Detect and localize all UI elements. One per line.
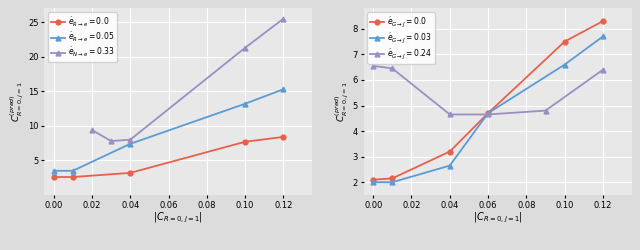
$\dot{e}_{G\rightarrow J}=0.0$ — [561, 40, 568, 43]
$\dot{e}_{R\rightarrow e}=0.0$ — [127, 172, 134, 174]
$\dot{e}_{G\rightarrow J}=0.03$ — [484, 112, 492, 115]
$\dot{e}_{R\rightarrow e}=0.05$ — [127, 142, 134, 145]
$\dot{e}_{G\rightarrow J}=0.03$ — [388, 181, 396, 184]
$\dot{e}_{N\rightarrow e}=0.33$ — [127, 138, 134, 141]
$\dot{e}_{N\rightarrow e}=0.33$ — [88, 128, 96, 132]
Legend: $\dot{e}_{G\rightarrow J}=0.0$, $\dot{e}_{G\rightarrow J}=0.03$, $\dot{e}_{G\rig: $\dot{e}_{G\rightarrow J}=0.0$, $\dot{e}… — [367, 12, 435, 64]
$\dot{e}_{R\rightarrow e}=0.05$ — [50, 169, 58, 172]
Y-axis label: $C_{R=0,j=1}^{(pred)}$: $C_{R=0,j=1}^{(pred)}$ — [8, 81, 25, 122]
$\dot{e}_{N\rightarrow e}=0.33$ — [108, 140, 115, 142]
$\dot{e}_{G\rightarrow J}=0.24$ — [599, 68, 607, 71]
$\dot{e}_{G\rightarrow J}=0.24$ — [446, 113, 454, 116]
$\dot{e}_{R\rightarrow e}=0.0$ — [241, 140, 249, 143]
Line: $\dot{e}_{R\rightarrow e}=0.0$: $\dot{e}_{R\rightarrow e}=0.0$ — [51, 134, 286, 180]
$\dot{e}_{G\rightarrow J}=0.24$ — [541, 109, 549, 112]
X-axis label: $|C_{R=0,j=1}|$: $|C_{R=0,j=1}|$ — [153, 211, 203, 225]
$\dot{e}_{G\rightarrow J}=0.0$ — [388, 177, 396, 180]
$\dot{e}_{G\rightarrow J}=0.24$ — [388, 67, 396, 70]
$\dot{e}_{G\rightarrow J}=0.0$ — [446, 150, 454, 153]
Line: $\dot{e}_{G\rightarrow J}=0.03$: $\dot{e}_{G\rightarrow J}=0.03$ — [371, 34, 605, 185]
$\dot{e}_{G\rightarrow J}=0.03$ — [446, 164, 454, 167]
$\dot{e}_{G\rightarrow J}=0.24$ — [484, 113, 492, 116]
Line: $\dot{e}_{G\rightarrow J}=0.24$: $\dot{e}_{G\rightarrow J}=0.24$ — [371, 64, 605, 117]
$\dot{e}_{G\rightarrow J}=0.24$ — [369, 64, 377, 67]
$\dot{e}_{R\rightarrow e}=0.0$ — [50, 176, 58, 178]
$\dot{e}_{R\rightarrow e}=0.05$ — [280, 88, 287, 91]
$\dot{e}_{N\rightarrow e}=0.33$ — [241, 46, 249, 49]
$\dot{e}_{R\rightarrow e}=0.05$ — [69, 169, 77, 172]
X-axis label: $|C_{R=0,j=1}|$: $|C_{R=0,j=1}|$ — [473, 211, 523, 225]
$\dot{e}_{G\rightarrow J}=0.0$ — [599, 20, 607, 22]
Legend: $\dot{e}_{R\rightarrow e}=0.0$, $\dot{e}_{R\rightarrow e}=0.05$, $\dot{e}_{N\rig: $\dot{e}_{R\rightarrow e}=0.0$, $\dot{e}… — [48, 12, 117, 62]
Line: $\dot{e}_{G\rightarrow J}=0.0$: $\dot{e}_{G\rightarrow J}=0.0$ — [371, 19, 605, 182]
$\dot{e}_{G\rightarrow J}=0.03$ — [561, 63, 568, 66]
$\dot{e}_{R\rightarrow e}=0.05$ — [241, 102, 249, 105]
$\dot{e}_{G\rightarrow J}=0.0$ — [369, 178, 377, 181]
$\dot{e}_{R\rightarrow e}=0.0$ — [280, 136, 287, 138]
Y-axis label: $C_{R=0,j=1}^{(pred)}$: $C_{R=0,j=1}^{(pred)}$ — [333, 81, 350, 122]
$\dot{e}_{R\rightarrow e}=0.0$ — [69, 176, 77, 178]
$\dot{e}_{G\rightarrow J}=0.0$ — [484, 112, 492, 115]
$\dot{e}_{N\rightarrow e}=0.33$ — [280, 17, 287, 20]
Line: $\dot{e}_{N\rightarrow e}=0.33$: $\dot{e}_{N\rightarrow e}=0.33$ — [90, 16, 286, 143]
$\dot{e}_{G\rightarrow J}=0.03$ — [369, 181, 377, 184]
$\dot{e}_{G\rightarrow J}=0.03$ — [599, 35, 607, 38]
Line: $\dot{e}_{R\rightarrow e}=0.05$: $\dot{e}_{R\rightarrow e}=0.05$ — [51, 87, 286, 173]
